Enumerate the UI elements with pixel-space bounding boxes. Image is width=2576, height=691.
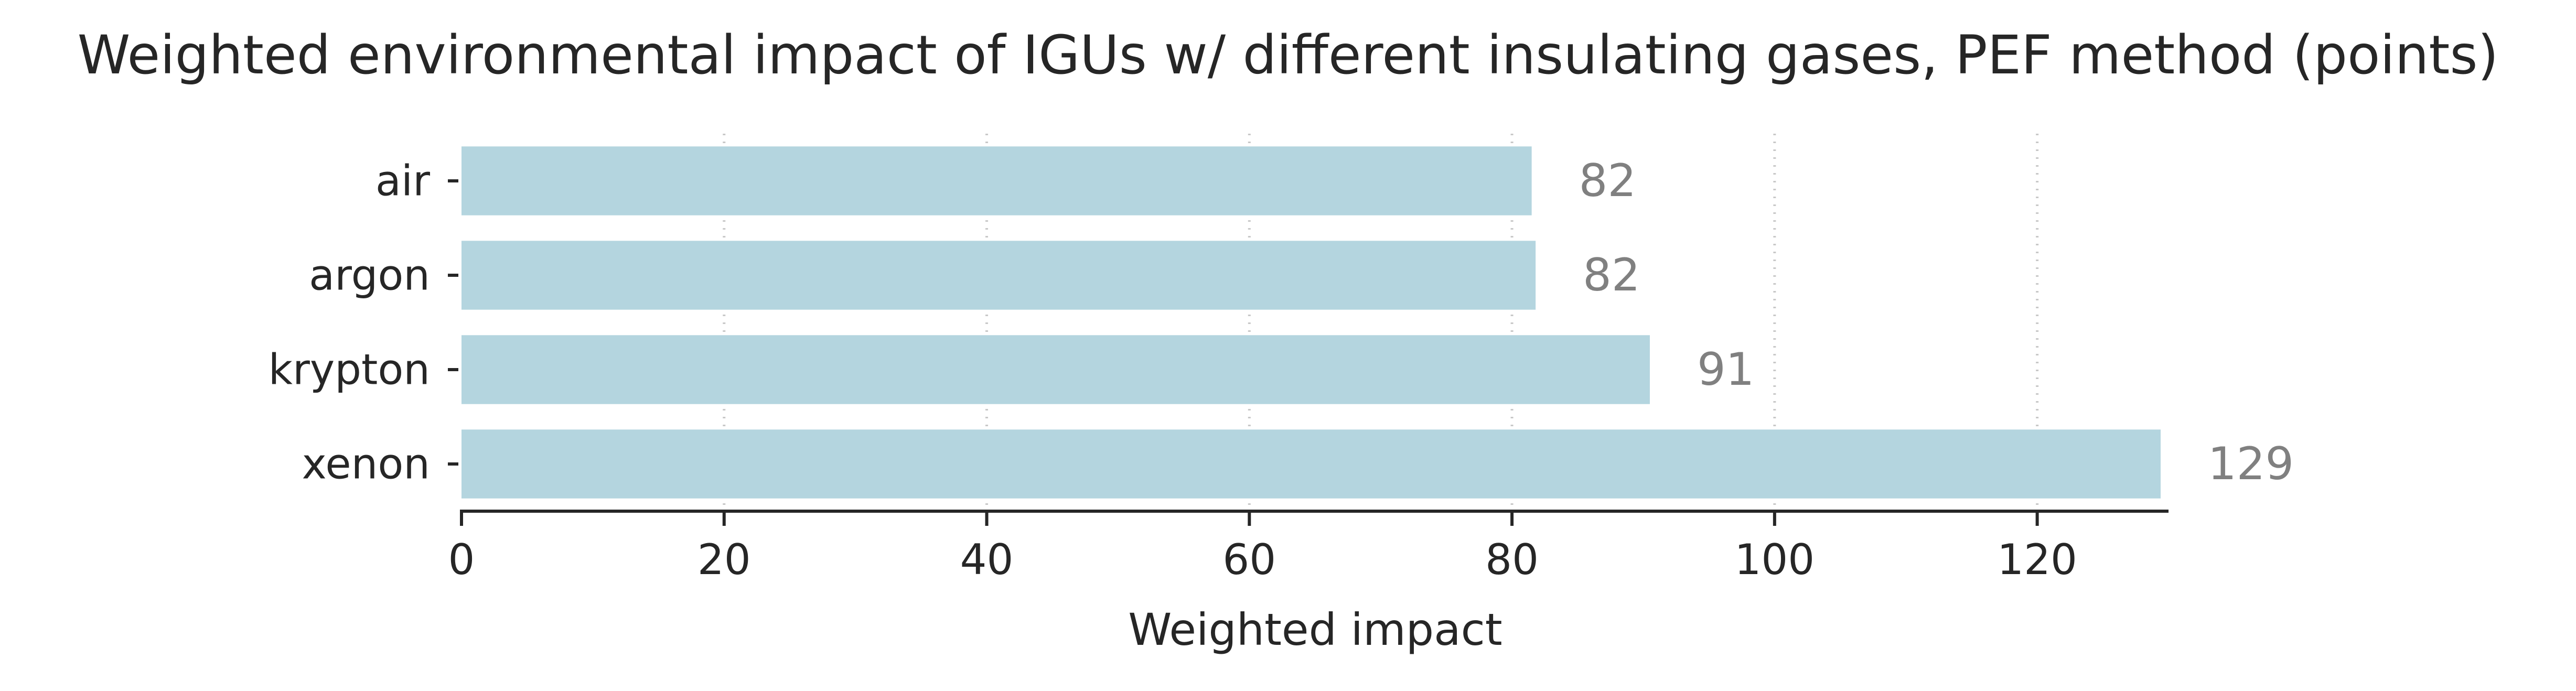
bar-air [461,146,1532,215]
bar-krypton [461,335,1650,404]
x-axis: 0 20 40 60 80 100 120 [448,510,2169,584]
x-tick-label-60: 60 [1222,535,1276,584]
x-tick-label-0: 0 [448,535,475,584]
x-tick-label-120: 120 [1997,535,2077,584]
bar-xenon [461,429,2161,499]
data-label-xenon: 129 [2208,438,2294,490]
bar-argon [461,241,1536,310]
x-axis-label: Weighted impact [1128,604,1502,655]
y-tick-label-xenon: xenon [302,440,430,489]
y-tick-label-air: air [375,157,430,206]
y-tick-label-argon: argon [309,251,430,300]
x-tick-label-40: 40 [960,535,1014,584]
y-axis: air argon krypton xenon [269,157,458,489]
x-tick-label-80: 80 [1485,535,1539,584]
bars [461,146,2161,499]
data-label-krypton: 91 [1697,343,1754,396]
x-tick-label-100: 100 [1734,535,1815,584]
x-tick-label-20: 20 [697,535,751,584]
data-label-argon: 82 [1583,249,1640,301]
data-label-air: 82 [1579,155,1636,207]
data-labels: 82 82 91 129 [1579,155,2294,490]
chart-title: Weighted environmental impact of IGUs w/… [78,24,2499,87]
y-tick-label-krypton: krypton [269,346,430,394]
